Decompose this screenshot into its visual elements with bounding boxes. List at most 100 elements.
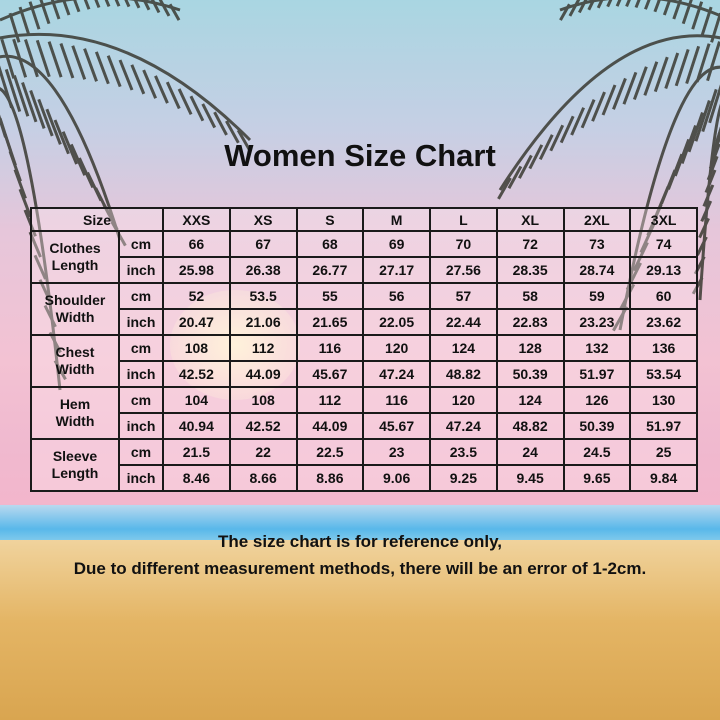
palm-frond bbox=[698, 103, 720, 301]
unit-label: inch bbox=[118, 412, 164, 440]
palm-leaflet bbox=[24, 39, 39, 78]
palm-leaflet bbox=[142, 0, 151, 11]
size-column-header: 2XL bbox=[562, 207, 632, 232]
value-cell: 44.09 bbox=[228, 360, 298, 388]
table-row: Hem Width cm 104 108 112 116 120 124 126 130 bbox=[30, 386, 698, 440]
palm-leaflet bbox=[158, 0, 171, 17]
palm-leaflet bbox=[644, 0, 651, 10]
palm-leaflet bbox=[700, 200, 713, 222]
palm-leaflet bbox=[680, 124, 698, 164]
sand-background bbox=[0, 540, 720, 720]
value-cell: 27.56 bbox=[429, 256, 498, 284]
palm-leaflet bbox=[695, 43, 711, 83]
value-cell: 22.05 bbox=[362, 308, 431, 336]
palm-leaflet bbox=[696, 236, 708, 256]
palm-leaflet bbox=[39, 0, 51, 25]
palm-leaflet bbox=[577, 0, 588, 14]
value-cell: 128 bbox=[495, 334, 565, 362]
value-cell: 22 bbox=[228, 438, 298, 466]
value-cell: 108 bbox=[162, 334, 231, 362]
palm-leaflet bbox=[549, 124, 565, 152]
value-cell: 42.52 bbox=[228, 412, 298, 440]
palm-leaflet bbox=[587, 0, 596, 11]
palm-leaflet bbox=[664, 52, 680, 89]
unit-label: cm bbox=[118, 386, 164, 414]
palm-leaflet bbox=[694, 99, 711, 142]
value-cell: 9.84 bbox=[629, 464, 698, 492]
palm-leaflet bbox=[612, 77, 627, 110]
palm-leaflet bbox=[507, 165, 523, 189]
palm-leaflet bbox=[674, 48, 690, 87]
value-cell: 21.5 bbox=[162, 438, 231, 466]
palm-leaflet bbox=[35, 39, 51, 78]
value-cell: 108 bbox=[228, 386, 298, 414]
value-cell: 124 bbox=[429, 334, 498, 362]
palm-leaflet bbox=[12, 74, 30, 117]
table-row: inch 20.47 21.06 21.65 22.05 22.44 22.83 23.23 2… bbox=[31, 308, 698, 336]
palm-leaflet bbox=[213, 111, 228, 136]
unit-label: inch bbox=[118, 464, 164, 492]
palm-leaflet bbox=[69, 143, 87, 176]
value-cell: 9.06 bbox=[362, 464, 431, 492]
value-cell: 45.67 bbox=[295, 360, 365, 388]
palm-leaflet bbox=[698, 217, 710, 239]
palm-leaflet bbox=[73, 0, 81, 13]
table-row: Sleeve Length cm 21.5 22 22.5 23 23.5 24 24.5 25 bbox=[30, 438, 698, 492]
palm-leaflet bbox=[114, 0, 121, 7]
value-cell: 70 bbox=[429, 230, 498, 258]
palm-leaflet bbox=[94, 51, 110, 85]
palm-leaflet bbox=[681, 0, 693, 25]
palm-leaflet bbox=[622, 71, 638, 105]
chart-title: Women Size Chart bbox=[224, 138, 496, 173]
palm-leaflet bbox=[601, 84, 617, 116]
table-row: Chest Width cm 108 112 116 120 124 128 132 136 bbox=[30, 334, 698, 388]
value-cell: 120 bbox=[429, 386, 498, 414]
value-cell: 69 bbox=[362, 230, 431, 258]
palm-leaflet bbox=[45, 108, 62, 145]
palm-leaflet bbox=[8, 12, 21, 43]
size-table: Size XXS XS S M L XL 2XL 3XL Clothes Length cm 66 67 6… bbox=[30, 207, 698, 492]
value-cell: 8.66 bbox=[228, 464, 298, 492]
value-cell: 25 bbox=[629, 438, 698, 466]
value-cell: 20.47 bbox=[162, 308, 231, 336]
table-row: inch 42.52 44.09 45.67 47.24 48.82 50.39 51.97 5… bbox=[31, 360, 698, 388]
note-line-1: The size chart is for reference only, bbox=[217, 532, 503, 551]
size-header: Size bbox=[30, 207, 164, 232]
size-column-header: XL bbox=[495, 207, 565, 232]
value-cell: 24.5 bbox=[562, 438, 632, 466]
palm-leaflet bbox=[201, 103, 217, 129]
value-cell: 48.82 bbox=[429, 360, 498, 388]
palm-leaflet bbox=[130, 64, 146, 95]
palm-leaflet bbox=[28, 1, 41, 30]
palm-leaflet bbox=[625, 0, 631, 8]
palm-frond bbox=[498, 34, 720, 191]
palm-leaflet bbox=[168, 3, 181, 21]
palm-leaflet bbox=[78, 157, 95, 189]
size-column-header: XS bbox=[228, 207, 298, 232]
palm-frond bbox=[0, 32, 252, 142]
value-cell: 74 bbox=[629, 230, 698, 258]
palm-leaflet bbox=[559, 3, 571, 21]
value-cell: 51.97 bbox=[562, 360, 632, 388]
palm-frond bbox=[0, 54, 122, 241]
value-cell: 56 bbox=[362, 282, 431, 310]
unit-label: cm bbox=[118, 230, 164, 258]
size-column-header: S bbox=[295, 207, 365, 232]
header-row: Size XXS XS S M L XL 2XL 3XL bbox=[30, 207, 698, 232]
unit-label: cm bbox=[118, 438, 164, 466]
measurement-label: Shoulder Width bbox=[30, 282, 120, 336]
palm-leaflet bbox=[559, 115, 575, 144]
palm-leaflet bbox=[177, 88, 193, 116]
palm-leaflet bbox=[700, 6, 713, 36]
palm-leaflet bbox=[4, 68, 22, 113]
value-cell: 48.82 bbox=[495, 412, 565, 440]
size-column-header: XXS bbox=[162, 207, 231, 232]
palm-leaflet bbox=[708, 84, 720, 124]
palm-leaflet bbox=[580, 99, 596, 129]
palm-leaflet bbox=[632, 66, 648, 101]
table-row: inch 8.46 8.66 8.86 9.06 9.25 9.45 9.65 9.84 bbox=[31, 464, 698, 492]
palm-leaflet bbox=[634, 0, 641, 9]
value-cell: 67 bbox=[228, 230, 298, 258]
palm-leaflet bbox=[83, 48, 98, 82]
unit-label: inch bbox=[118, 360, 164, 388]
